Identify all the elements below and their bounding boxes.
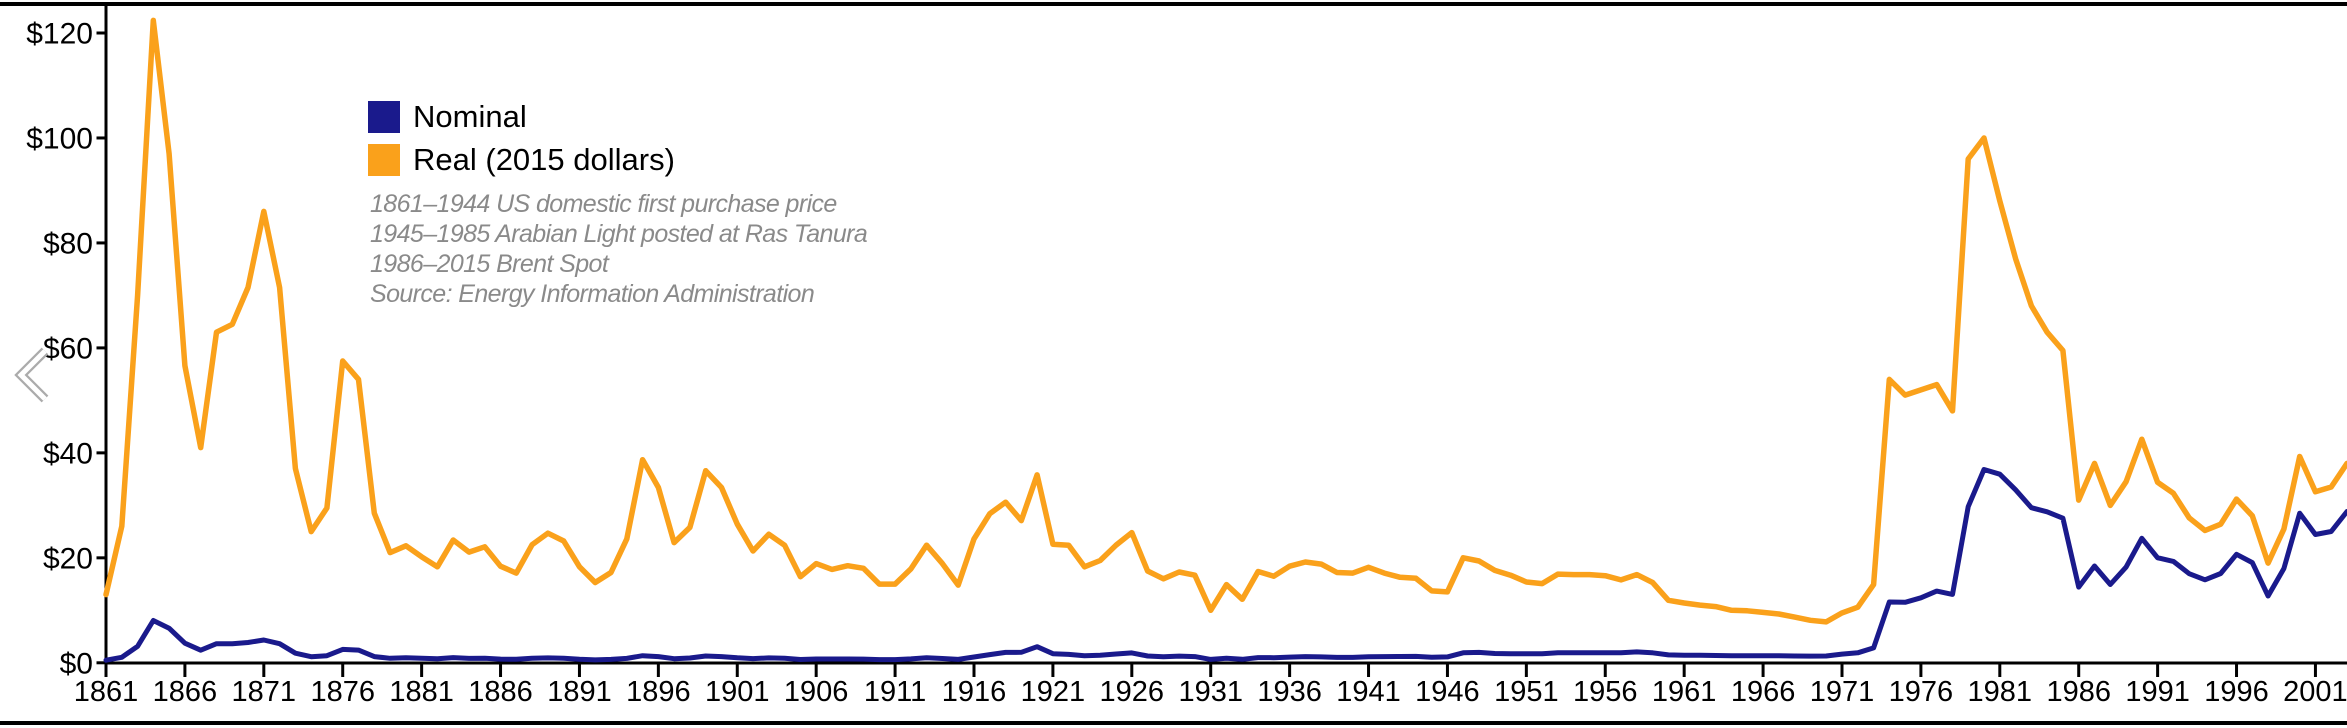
x-tick-label: 1926 <box>1100 676 1165 708</box>
x-tick-label: 1996 <box>2204 676 2269 708</box>
real-series-line <box>103 17 2347 625</box>
x-tick-label: 1956 <box>1573 676 1638 708</box>
y-tick-label: $0 <box>60 647 93 680</box>
legend-label-nominal: Nominal <box>413 99 527 134</box>
x-tick-label: 1941 <box>1336 676 1401 708</box>
x-tick-label: 1936 <box>1257 676 1322 708</box>
y-tick-label: $60 <box>43 332 93 365</box>
x-tick-label: 1971 <box>1810 676 1875 708</box>
legend: Nominal Real (2015 dollars) <box>368 99 675 187</box>
x-tick-label: 1951 <box>1494 676 1559 708</box>
legend-item-nominal: Nominal <box>368 99 675 134</box>
top-frame-border <box>0 2 2347 6</box>
nominal-series-line <box>103 467 2347 663</box>
x-tick-label: 1891 <box>547 676 612 708</box>
x-tick-label: 1876 <box>310 676 375 708</box>
x-tick-label: 1961 <box>1652 676 1717 708</box>
x-tick-label: 1871 <box>232 676 297 708</box>
y-tick-label: $80 <box>43 227 93 260</box>
bottom-frame-border <box>0 721 2347 725</box>
legend-label-real: Real (2015 dollars) <box>413 142 675 177</box>
nominal-swatch-icon <box>368 101 400 133</box>
y-tick-label: $120 <box>26 18 93 51</box>
x-tick-label: 1946 <box>1415 676 1480 708</box>
x-tick-label: 1911 <box>864 676 926 708</box>
x-tick-label: 1986 <box>2046 676 2111 708</box>
x-tick-label: 1861 <box>74 676 139 708</box>
x-tick-label: 1866 <box>153 676 218 708</box>
chevron-left-icon[interactable] <box>14 347 49 403</box>
y-tick-label: $100 <box>26 122 93 155</box>
y-tick-label: $20 <box>43 542 93 575</box>
note-line-1: 1861–1944 US domestic first purchase pri… <box>370 190 837 218</box>
x-tick-label: 1921 <box>1021 676 1086 708</box>
real-swatch-icon <box>368 144 400 176</box>
legend-item-real: Real (2015 dollars) <box>368 142 675 177</box>
x-tick-label: 1896 <box>626 676 691 708</box>
source-notes: 1861–1944 US domestic first purchase pri… <box>370 189 868 309</box>
x-tick-label: 1981 <box>1968 676 2033 708</box>
note-line-2: 1945–1985 Arabian Light posted at Ras Ta… <box>370 220 868 248</box>
chevron-left-icon-inner <box>17 349 47 401</box>
x-tick-label: 2001 <box>2283 676 2347 708</box>
y-tick-label: $40 <box>43 437 93 470</box>
x-tick-label: 1906 <box>784 676 849 708</box>
note-line-4: Source: Energy Information Administratio… <box>370 280 815 308</box>
x-tick-label: 1886 <box>468 676 533 708</box>
x-tick-label: 1901 <box>705 676 770 708</box>
note-line-3: 1986–2015 Brent Spot <box>370 250 609 278</box>
x-tick-label: 1916 <box>942 676 1007 708</box>
x-tick-label: 1931 <box>1178 676 1243 708</box>
x-tick-label: 1976 <box>1889 676 1954 708</box>
x-tick-label: 1991 <box>2125 676 2190 708</box>
x-tick-label: 1966 <box>1731 676 1796 708</box>
x-tick-label: 1881 <box>389 676 454 708</box>
